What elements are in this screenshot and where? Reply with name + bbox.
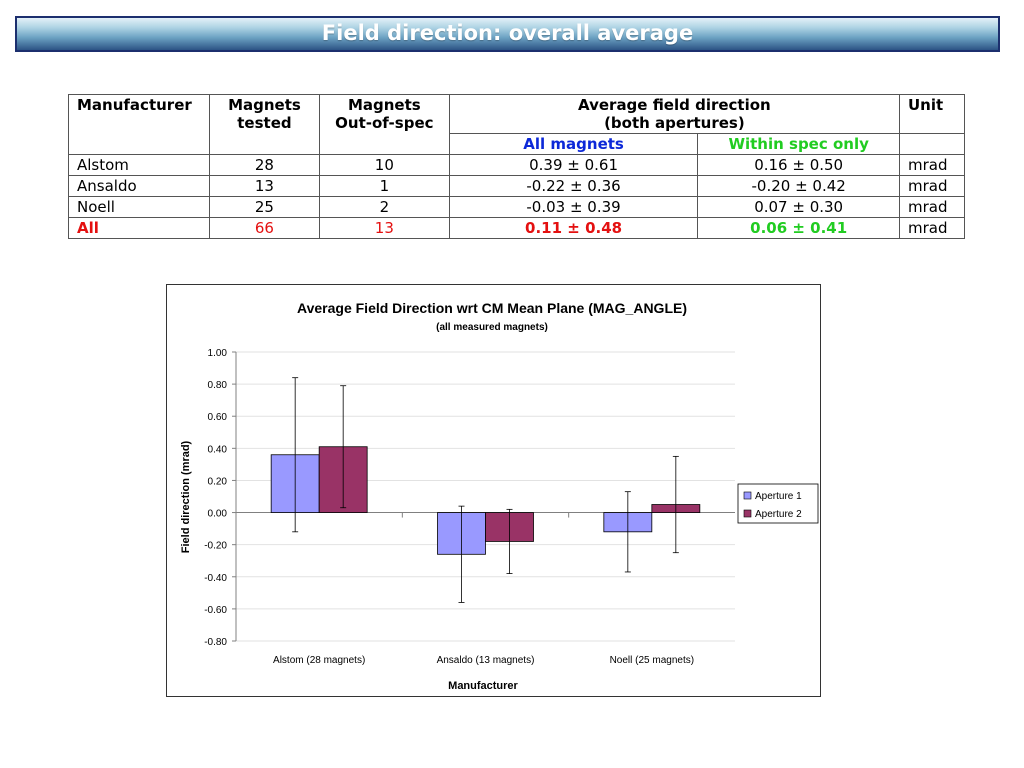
header-avg-line2: (both apertures) <box>604 114 745 132</box>
x-tick-label: Ansaldo (13 magnets) <box>437 655 535 666</box>
header-magnets-tested: Magnets tested <box>208 94 320 155</box>
header-manufacturer: Manufacturer <box>68 94 210 155</box>
table-row-all: All 66 13 0.11 ± 0.48 0.06 ± 0.41 mrad <box>68 217 966 239</box>
legend-swatch <box>743 509 752 518</box>
cell-manufacturer: Alstom <box>68 154 210 176</box>
header-all-magnets: All magnets <box>448 133 699 155</box>
header-tested-line1: Magnets <box>228 96 301 114</box>
legend-swatch <box>743 491 752 500</box>
chart-container: Average Field Direction wrt CM Mean Plan… <box>166 284 821 697</box>
cell-out-of-spec: 1 <box>318 175 450 197</box>
cell-within-spec: -0.20 ± 0.42 <box>697 175 900 197</box>
header-average-field-direction: Average field direction (both apertures) <box>448 94 900 134</box>
y-tick-label: -0.20 <box>204 541 227 552</box>
y-tick-label: -0.80 <box>204 637 227 648</box>
y-tick-label: 1.00 <box>208 348 228 359</box>
cell-out-of-spec: 13 <box>318 217 450 239</box>
table-row: Alstom 28 10 0.39 ± 0.61 0.16 ± 0.50 mra… <box>68 154 966 176</box>
cell-manufacturer: Ansaldo <box>68 175 210 197</box>
cell-out-of-spec: 10 <box>318 154 450 176</box>
cell-tested: 25 <box>208 196 320 218</box>
cell-tested: 13 <box>208 175 320 197</box>
cell-all-magnets: 0.39 ± 0.61 <box>448 154 699 176</box>
cell-within-spec: 0.16 ± 0.50 <box>697 154 900 176</box>
title-bar: Field direction: overall average <box>15 16 1000 52</box>
summary-table: Manufacturer Magnets tested Magnets Out-of… <box>68 94 966 239</box>
y-tick-label: 0.40 <box>208 444 228 455</box>
header-avg-line1: Average field direction <box>578 96 771 114</box>
table-row: Noell 25 2 -0.03 ± 0.39 0.07 ± 0.30 mrad <box>68 196 966 218</box>
x-axis-label: Manufacturer <box>448 680 518 692</box>
header-oos-line1: Magnets <box>347 96 421 114</box>
cell-all-magnets: -0.22 ± 0.36 <box>448 175 699 197</box>
table-row: Ansaldo 13 1 -0.22 ± 0.36 -0.20 ± 0.42 m… <box>68 175 966 197</box>
y-tick-label: 0.60 <box>208 412 228 423</box>
cell-unit: mrad <box>898 154 966 176</box>
header-unit: Unit <box>898 94 966 134</box>
y-tick-label: 0.00 <box>208 509 228 520</box>
bar-chart: Average Field Direction wrt CM Mean Plan… <box>180 300 819 692</box>
cell-all-magnets: 0.11 ± 0.48 <box>448 217 699 239</box>
cell-tested: 66 <box>208 217 320 239</box>
cell-within-spec: 0.06 ± 0.41 <box>697 217 900 239</box>
chart-title: Average Field Direction wrt CM Mean Plan… <box>297 300 687 316</box>
legend: Aperture 1 Aperture 2 <box>737 483 819 524</box>
cell-all-magnets: -0.03 ± 0.39 <box>448 196 699 218</box>
header-magnets-out-of-spec: Magnets Out-of-spec <box>318 94 450 155</box>
chart-subtitle: (all measured magnets) <box>436 322 548 333</box>
y-tick-label: -0.60 <box>204 605 227 616</box>
y-axis-label: Field direction (mrad) <box>180 440 192 553</box>
header-oos-line2: Out-of-spec <box>335 114 434 132</box>
legend-label: Aperture 2 <box>755 509 802 520</box>
x-tick-label: Alstom (28 magnets) <box>273 655 365 666</box>
page-title: Field direction: overall average <box>321 21 694 45</box>
header-tested-line2: tested <box>237 114 292 132</box>
header-unit-blank <box>898 133 966 155</box>
cell-unit: mrad <box>898 217 966 239</box>
y-tick-label: 0.80 <box>208 380 228 391</box>
cell-within-spec: 0.07 ± 0.30 <box>697 196 900 218</box>
table-header-row: Manufacturer Magnets tested Magnets Out-of… <box>68 94 966 155</box>
cell-tested: 28 <box>208 154 320 176</box>
legend-box <box>737 483 819 524</box>
cell-unit: mrad <box>898 175 966 197</box>
header-within-spec: Within spec only <box>697 133 900 155</box>
cell-unit: mrad <box>898 196 966 218</box>
legend-label: Aperture 1 <box>755 491 802 502</box>
cell-out-of-spec: 2 <box>318 196 450 218</box>
cell-manufacturer: All <box>68 217 210 239</box>
cell-manufacturer: Noell <box>68 196 210 218</box>
y-tick-label: -0.40 <box>204 573 227 584</box>
x-tick-label: Noell (25 magnets) <box>610 655 694 666</box>
y-tick-label: 0.20 <box>208 476 228 487</box>
plot-area: 1.00 0.80 0.60 0.40 0.20 0.00 -0.20 -0.40 -0.60 -… <box>204 348 735 666</box>
